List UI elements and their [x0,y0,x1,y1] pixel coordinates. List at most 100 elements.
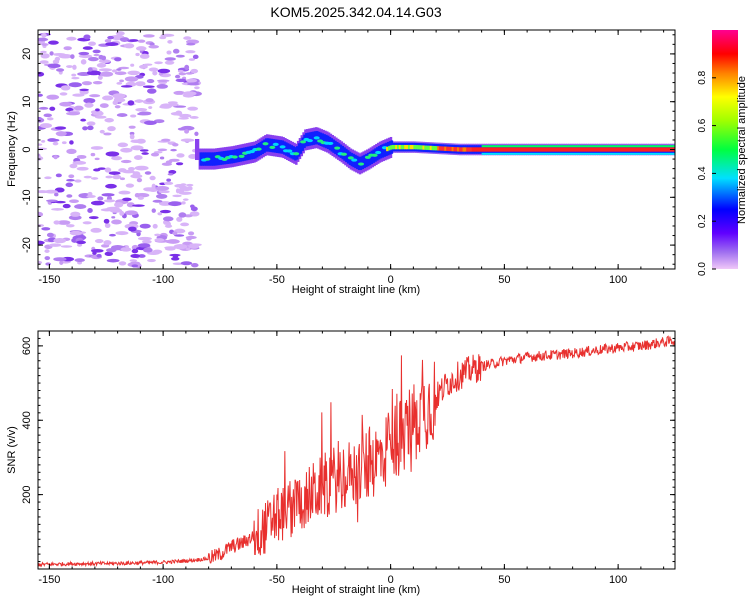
spectrogram-noise-cell [86,121,96,126]
spectrogram-noise-cell [65,182,74,188]
spectrogram-noise-cell [106,258,120,263]
x-tick-label: 50 [498,274,510,286]
ridge-body [215,152,219,166]
ridge-peak [486,147,489,152]
spectrogram-noise-cell [185,50,196,54]
ridge-peak [404,144,407,150]
spectrogram-noise-cell [137,39,146,43]
spectrogram-noise-cell [52,59,60,65]
ridge-body [301,137,304,151]
spectrogram-noise-cell [92,80,103,85]
ridge-halo [196,138,200,161]
ridge-peak [622,147,626,152]
ridge-body [341,145,344,160]
spectrogram-noise-cell [45,199,58,203]
x-tick-label: 50 [498,574,510,586]
ridge-body [268,138,272,152]
spectrogram-noise-cell [38,143,43,146]
ridge-peak [457,147,460,152]
ridge-peak [593,147,597,152]
ridge-peak [440,146,444,151]
spectrogram-noise-cell [166,221,171,227]
spectrogram-noise-cell [178,212,187,218]
spectrogram-noise-cell [101,193,115,197]
spectrogram-noise-cell [189,116,199,119]
ridge-peak [506,147,509,152]
spectrogram-noise-cell [116,113,128,118]
ridge-body [345,148,348,163]
spectrogram-noise-cell [143,187,155,192]
snr-x-label: Height of straight line (km) [292,584,420,596]
spectrogram-noise-cell [156,84,169,89]
spectrogram-noise-cell [99,129,105,134]
ridge-body [277,139,281,154]
spectrogram-noise-cell [175,188,180,194]
ridge-peak [431,145,435,151]
spectrogram-noise-cell [48,40,59,45]
ridge-body [363,154,366,169]
spectrogram-noise-cell [112,174,122,180]
spectrogram-noise-cell [77,243,83,247]
spectrogram-noise-cell [130,63,135,67]
spectrogram-noise-cell [170,148,177,152]
ridge-peak [651,147,655,152]
spectrogram-noise-cell [154,61,163,65]
spectrogram-noise-cell [157,148,168,152]
ridge-peak [599,147,602,152]
ridge-peak [538,147,542,152]
ridge-peak [646,147,649,152]
spectrogram-noise-cell [59,260,64,265]
spectrogram-noise-cell [128,125,136,129]
spectrogram-noise-cell [168,201,182,207]
y-tick-label: 600 [21,337,33,355]
y-tick-label: 200 [21,485,33,503]
ridge-peak [664,147,668,152]
ridge-core [334,146,341,150]
spectrogram-noise-cell [176,153,185,158]
spectrogram-noise-cell [40,50,47,54]
spectrogram-noise-cell [152,249,163,254]
spectrogram-noise-cell [154,233,161,237]
ridge-peak [666,147,669,152]
ridge-peak [571,147,575,152]
spectrogram-noise-cell [127,70,141,76]
ridge-peak [489,147,493,152]
spectrogram-noise-cell [103,199,116,203]
spectrogram-noise-cell [38,240,45,245]
ridge-peak [642,147,646,152]
spectrogram-noise-cell [172,48,180,54]
x-tick-label: -100 [152,274,174,286]
spectrogram-noise-cell [39,123,52,129]
ridge-peak [640,147,644,152]
ridge-body [346,150,350,164]
spectrogram-noise-cell [123,43,135,49]
ridge-core [293,152,300,156]
spectrogram-noise-cell [52,52,66,56]
ridge-peak [473,147,476,152]
spectrogram-noise-cell [90,146,104,150]
snr-y-label: SNR (v/v) [6,426,18,474]
ridge-core [364,155,371,159]
spectrogram-noise-cell [159,105,168,109]
spectrogram-noise-cell [152,70,158,76]
spectrogram-noise-cell [71,76,80,80]
x-tick-label: -50 [269,574,285,586]
spectrogram-noise-cell [68,174,75,179]
ridge-body [379,145,383,159]
spectrogram-noise-cell [87,208,93,213]
spectrogram-noise-cell [105,183,117,189]
spectrogram-noise-cell [74,258,85,263]
spectrogram-noise-cell [120,147,133,153]
spectrogram-noise-cell [53,237,67,244]
ridge-body [356,155,359,170]
spectrogram-noise-cell [134,192,140,198]
ridge-body [381,144,385,158]
spectrogram-noise-cell [177,69,184,73]
spectrogram-noise-cell [180,138,195,142]
ridge-peak [586,147,589,152]
ridge-peak [508,147,511,152]
ridge-peak [575,147,578,152]
spectrogram-noise-cell [103,132,112,136]
x-tick-label: 0 [388,274,394,286]
y-tick-label: 400 [21,411,33,429]
